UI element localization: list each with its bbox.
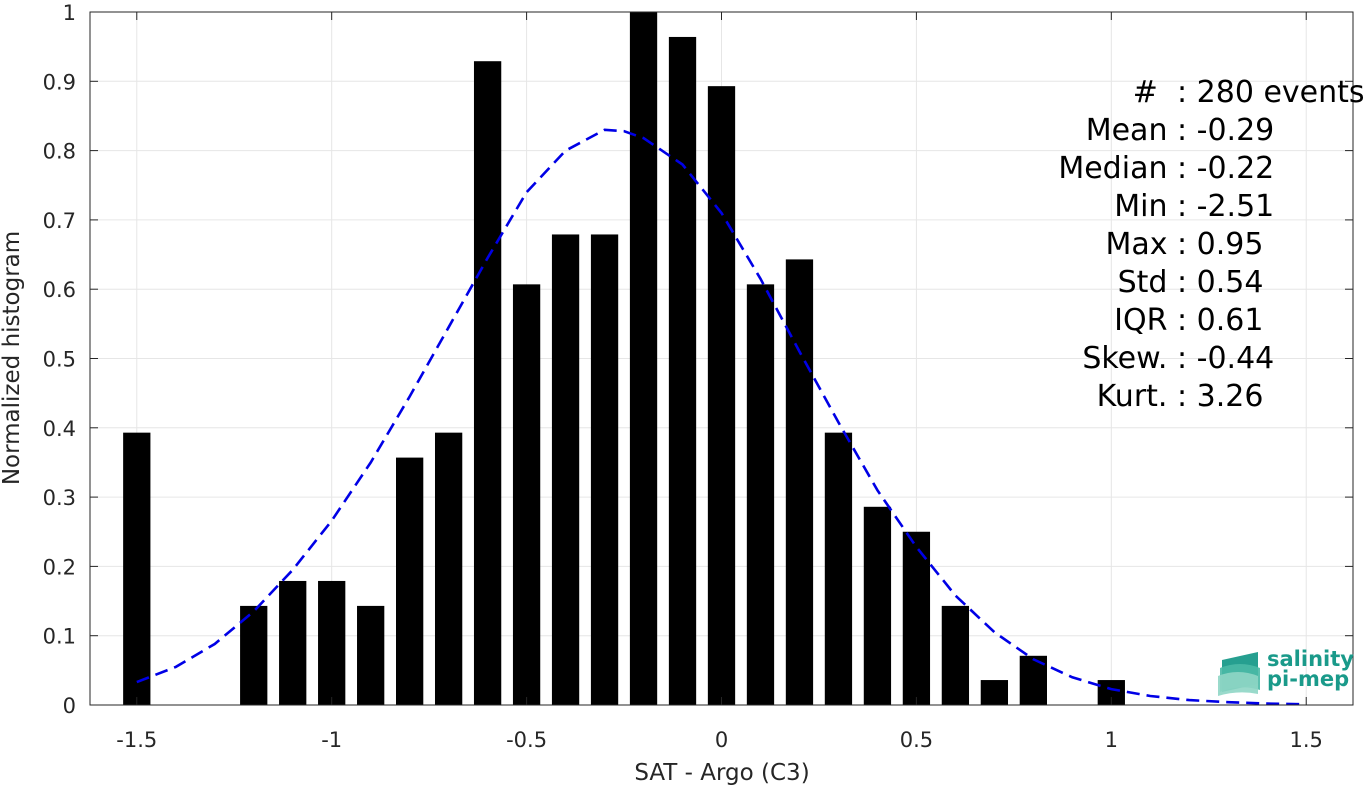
histogram-bar xyxy=(785,259,814,705)
y-tick-label: 0.3 xyxy=(43,486,76,510)
stat-value: : 0.95 xyxy=(1177,227,1263,262)
stat-value: : 3.26 xyxy=(1177,379,1263,414)
x-tick-label: 0.5 xyxy=(900,728,933,752)
stat-label: Max xyxy=(1105,227,1177,262)
stat-value: : -0.22 xyxy=(1177,151,1274,186)
histogram-bar xyxy=(240,605,268,705)
histogram-bar xyxy=(551,234,580,705)
stat-label: Kurt. xyxy=(1097,379,1177,414)
histogram-bar xyxy=(902,531,931,705)
stat-label: Mean xyxy=(1086,113,1177,148)
salinity-pimep-logo: salinity pi-mep xyxy=(1218,647,1354,696)
x-tick-label: -0.5 xyxy=(506,728,547,752)
y-tick-label: 0.6 xyxy=(43,278,76,302)
y-tick-label: 0.4 xyxy=(43,417,76,441)
y-tick-label: 0.8 xyxy=(43,140,76,164)
x-tick-label: 1.5 xyxy=(1290,728,1323,752)
histogram-bar xyxy=(590,234,619,705)
stat-label: IQR xyxy=(1114,303,1177,338)
x-tick-label: -1.5 xyxy=(116,728,157,752)
stat-value: : 280 events xyxy=(1177,75,1365,110)
histogram-bar xyxy=(318,580,346,705)
histogram-bar xyxy=(396,457,424,705)
histogram-bar xyxy=(746,284,775,705)
x-tick-label: -1 xyxy=(321,728,342,752)
histogram-bar xyxy=(863,506,892,705)
y-tick-label: 0 xyxy=(63,694,76,718)
stat-label: Median xyxy=(1058,151,1177,186)
y-axis-label: Normalized histogram xyxy=(0,231,25,485)
stat-value: : -0.29 xyxy=(1177,113,1274,148)
stat-label: Std xyxy=(1118,265,1177,300)
y-tick-label: 0.9 xyxy=(43,70,76,94)
histogram-bar xyxy=(279,580,307,705)
histogram-bar xyxy=(941,605,970,705)
y-tick-label: 0.5 xyxy=(43,348,76,372)
y-tick-label: 1 xyxy=(63,1,76,25)
histogram-bars xyxy=(123,12,1125,705)
histogram-bar xyxy=(512,284,541,705)
stat-value: : -0.44 xyxy=(1177,341,1274,376)
y-tick-label: 0.7 xyxy=(43,209,76,233)
stat-value: : 0.61 xyxy=(1177,303,1263,338)
logo-line2: pi-mep xyxy=(1267,667,1349,691)
stat-value: : 0.54 xyxy=(1177,265,1263,300)
histogram-bar xyxy=(473,61,502,705)
axis-ticks xyxy=(90,11,1353,706)
x-tick-labels: -1.5 -1 -0.5 0 0.5 1 1.5 xyxy=(116,728,1323,752)
stat-label: Min xyxy=(1114,189,1177,224)
x-tick-label: 0 xyxy=(715,728,728,752)
stat-value: : -2.51 xyxy=(1177,189,1274,224)
x-axis-label: SAT - Argo (C3) xyxy=(634,760,809,786)
y-tick-label: 0.1 xyxy=(43,625,76,649)
histogram-bar xyxy=(980,680,1009,705)
logo-line1: salinity xyxy=(1267,647,1354,671)
fit-curve-dashed xyxy=(136,128,1307,706)
stat-label: # xyxy=(1133,75,1177,110)
histogram-bar xyxy=(668,36,697,705)
y-tick-labels: 0 0.1 0.2 0.3 0.4 0.5 0.6 0.7 0.8 0.9 1 xyxy=(43,1,76,718)
x-tick-label: 1 xyxy=(1105,728,1118,752)
histogram-bar xyxy=(707,86,736,705)
histogram-bar xyxy=(629,12,658,705)
stat-label: Skew. xyxy=(1082,341,1177,376)
histogram-bar xyxy=(434,432,463,705)
y-tick-label: 0.2 xyxy=(43,555,76,579)
histogram-bar xyxy=(824,432,853,705)
histogram-bar xyxy=(123,432,151,705)
histogram-bar xyxy=(357,605,385,705)
logo-waves-icon xyxy=(1218,652,1260,696)
